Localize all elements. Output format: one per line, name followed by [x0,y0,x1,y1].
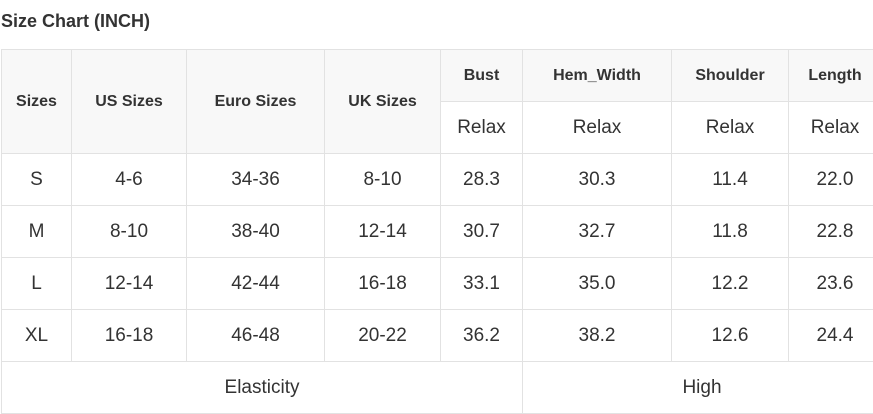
table-cell: 32.7 [523,206,672,258]
table-cell: 30.3 [523,154,672,206]
elasticity-label: Elasticity [2,362,523,414]
subheader-cell: Relax [672,102,789,154]
table-cell: 36.2 [441,310,523,362]
table-cell: 12-14 [72,258,187,310]
table-cell: L [2,258,72,310]
header-cell: Euro Sizes [187,50,325,154]
header-row: Sizes US Sizes Euro Sizes UK Sizes Bust … [2,50,873,102]
table-cell: 22.8 [789,206,873,258]
header-cell: Sizes [2,50,72,154]
table-cell: 28.3 [441,154,523,206]
table-cell: 12.2 [672,258,789,310]
table-cell: S [2,154,72,206]
table-cell: 34-36 [187,154,325,206]
table-cell: 23.6 [789,258,873,310]
table-cell: 11.8 [672,206,789,258]
header-cell: Hem_Width [523,50,672,102]
footer-row: Elasticity High [2,362,873,414]
table-cell: 20-22 [325,310,441,362]
size-chart-table: Sizes US Sizes Euro Sizes UK Sizes Bust … [1,49,873,414]
page-title: Size Chart (INCH) [1,11,150,32]
table-cell: 46-48 [187,310,325,362]
table-cell: 33.1 [441,258,523,310]
table-cell: 8-10 [325,154,441,206]
table-cell: 38.2 [523,310,672,362]
table-cell: XL [2,310,72,362]
elasticity-value: High [523,362,873,414]
header-cell: Bust [441,50,523,102]
header-cell: UK Sizes [325,50,441,154]
table-cell: 24.4 [789,310,873,362]
table-cell: 16-18 [72,310,187,362]
header-cell: US Sizes [72,50,187,154]
table-cell: 12-14 [325,206,441,258]
table-cell: 30.7 [441,206,523,258]
header-cell: Length [789,50,873,102]
table-cell: M [2,206,72,258]
subheader-cell: Relax [441,102,523,154]
table-cell: 38-40 [187,206,325,258]
table-cell: 22.0 [789,154,873,206]
header-cell: Shoulder [672,50,789,102]
subheader-cell: Relax [789,102,873,154]
table-cell: 12.6 [672,310,789,362]
subheader-cell: Relax [523,102,672,154]
table-cell: 42-44 [187,258,325,310]
table-cell: 35.0 [523,258,672,310]
table-cell: 4-6 [72,154,187,206]
table-cell: 11.4 [672,154,789,206]
table-cell: 16-18 [325,258,441,310]
table-cell: 8-10 [72,206,187,258]
